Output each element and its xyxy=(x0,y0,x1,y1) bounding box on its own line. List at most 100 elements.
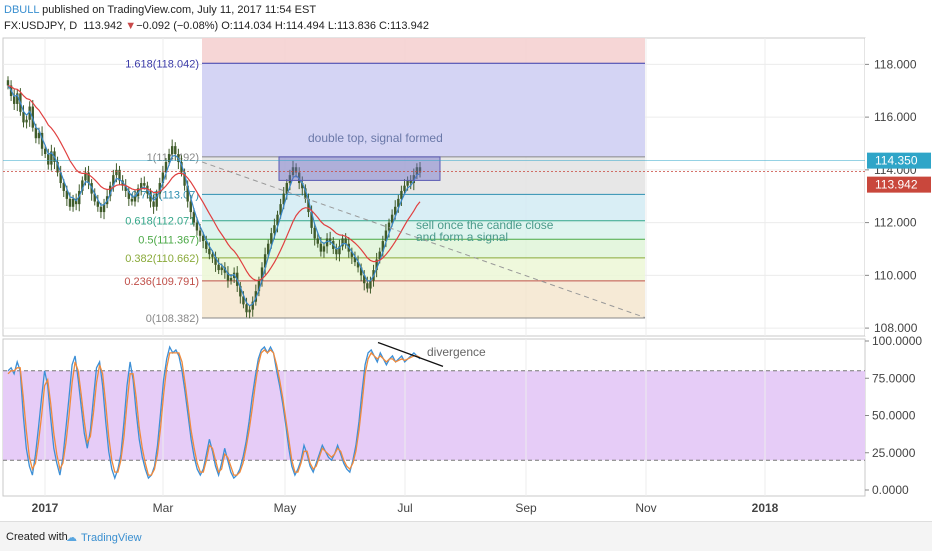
stoch-axis[interactable]: 100.0000 75.0000 50.0000 25.0000 0.0000 xyxy=(865,334,922,497)
candle-body xyxy=(140,183,143,189)
time-axis[interactable]: 2017 Mar May Jul Sep Nov 2018 xyxy=(32,501,779,515)
candle-body xyxy=(34,127,38,139)
candle-body xyxy=(50,151,53,165)
candle-body xyxy=(325,238,329,247)
candle-body xyxy=(189,201,192,213)
candle-body xyxy=(198,230,202,236)
candle-body xyxy=(375,259,378,271)
candle-body xyxy=(167,154,171,162)
candle-body xyxy=(93,193,96,202)
candle-body xyxy=(338,246,341,255)
candle-body xyxy=(400,190,403,199)
candle-body xyxy=(251,301,254,310)
candle-body xyxy=(242,296,245,305)
price-tick-label: 112.000 xyxy=(874,216,917,230)
price-tag-label: 113.942 xyxy=(875,178,918,192)
candle-body xyxy=(229,277,233,281)
candle-body xyxy=(378,251,381,260)
candle-body xyxy=(183,172,186,186)
time-tick-label: Jul xyxy=(397,501,412,515)
fib-zone xyxy=(202,194,645,221)
stoch-tick-label: 50.0000 xyxy=(872,409,916,423)
price-tag-label: 114.350 xyxy=(875,154,918,168)
candle-body xyxy=(84,172,87,181)
candle-body xyxy=(328,238,332,242)
created-with-text: Created with xyxy=(6,531,68,543)
candle-body xyxy=(40,132,44,149)
fib-zone xyxy=(202,257,645,281)
candle-body xyxy=(59,172,62,184)
candle-body xyxy=(313,227,316,239)
candle-body xyxy=(304,188,307,199)
candle-body xyxy=(276,214,279,226)
trend-line xyxy=(201,161,646,319)
candle-body xyxy=(301,183,304,189)
price-tags: 114.350 113.942 xyxy=(867,152,931,193)
double-top-box xyxy=(278,156,441,181)
author-link[interactable]: DBULL xyxy=(4,4,40,16)
fib-level-label: 0.382(110.662) xyxy=(125,253,199,265)
candle-body xyxy=(158,183,161,194)
candle-body xyxy=(118,169,121,181)
time-tick-label: Sep xyxy=(515,501,537,515)
candle-body xyxy=(394,206,397,215)
candle-body xyxy=(130,198,134,202)
price-tick-label: 116.000 xyxy=(874,110,917,124)
publish-info: DBULL published on TradingView.com, July… xyxy=(4,4,316,16)
candle-body xyxy=(248,309,251,313)
time-tick-label: Mar xyxy=(153,501,174,515)
candle-body xyxy=(68,198,72,207)
candle-body xyxy=(409,180,412,184)
candle-body xyxy=(403,185,406,191)
fib-level-label: 1.618(118.042) xyxy=(125,58,199,70)
candle-body xyxy=(267,243,270,255)
symbol-label: FX:USDJPY, D xyxy=(4,20,78,32)
price-tag xyxy=(867,176,931,193)
candle-body xyxy=(25,119,28,123)
ema-slow-line xyxy=(7,84,421,281)
candle-body xyxy=(112,175,115,186)
candle-body xyxy=(363,275,366,284)
price-tick-label: 108.000 xyxy=(874,321,918,335)
tradingview-logo[interactable]: ☁ TradingView xyxy=(66,532,142,544)
candle-body xyxy=(56,161,59,173)
candle-body xyxy=(96,201,100,207)
time-tick-label: 2017 xyxy=(32,501,59,515)
stoch-tick-label: 75.0000 xyxy=(872,371,916,385)
candle-body xyxy=(316,238,319,244)
candle-body xyxy=(390,214,394,223)
candle-body xyxy=(65,190,69,199)
candle-body xyxy=(257,280,261,292)
candle-body xyxy=(270,233,273,244)
time-tick-label: Nov xyxy=(635,501,656,515)
candle-body xyxy=(217,264,220,271)
fib-level-label: 0(108.382) xyxy=(146,313,199,325)
candle-body xyxy=(223,267,227,273)
candle-body xyxy=(279,204,282,215)
candle-body xyxy=(99,206,103,213)
candle-body xyxy=(397,198,400,207)
fib-level-label: 0.618(112.071) xyxy=(125,216,199,228)
fib-zone xyxy=(202,280,645,319)
candle-body xyxy=(282,193,285,205)
fibonacci-retracement[interactable]: 1.618(118.042)1(114.492)0.786(113.07)0.6… xyxy=(124,38,645,325)
candle-body xyxy=(263,254,267,268)
candle-body xyxy=(47,154,50,165)
chart-canvas[interactable]: 1.618(118.042)1(114.492)0.786(113.07)0.6… xyxy=(0,0,932,521)
moving-averages xyxy=(7,84,421,307)
ema-fast-line xyxy=(7,85,421,307)
candle-body xyxy=(174,146,177,155)
chart-header: DBULL published on TradingView.com, July… xyxy=(0,0,932,36)
stoch-tick-label: 0.0000 xyxy=(872,483,909,497)
candle-body xyxy=(161,172,165,184)
candle-body xyxy=(356,262,360,268)
fib-level-label: 0.236(109.791) xyxy=(124,276,199,288)
change-down-icon: ▼ xyxy=(125,20,137,32)
candle-body xyxy=(201,235,205,242)
candle-body xyxy=(16,93,19,104)
published-text: published on TradingView.com, July 11, 2… xyxy=(42,4,317,16)
candle-body xyxy=(186,185,189,202)
fib-zone-extension xyxy=(202,63,645,157)
stoch-band xyxy=(3,370,865,461)
candle-body xyxy=(353,256,357,263)
